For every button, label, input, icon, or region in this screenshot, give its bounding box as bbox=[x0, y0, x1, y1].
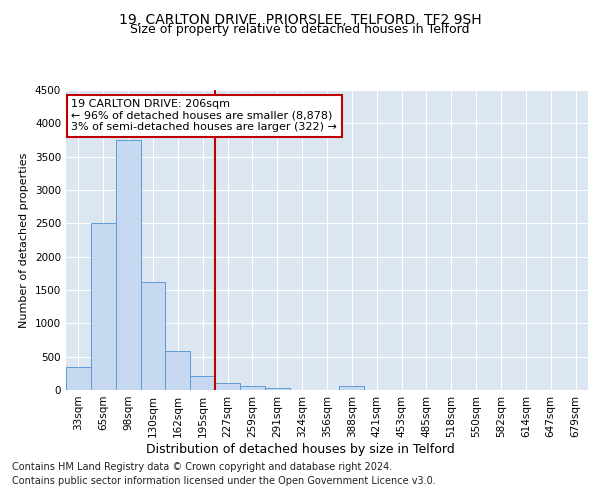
Text: Size of property relative to detached houses in Telford: Size of property relative to detached ho… bbox=[130, 24, 470, 36]
Bar bbox=[215, 382, 240, 390]
Text: Contains HM Land Registry data © Crown copyright and database right 2024.: Contains HM Land Registry data © Crown c… bbox=[12, 462, 392, 472]
Bar bbox=[166, 352, 190, 390]
Bar bbox=[91, 224, 116, 390]
Text: Distribution of detached houses by size in Telford: Distribution of detached houses by size … bbox=[146, 442, 454, 456]
Bar bbox=[340, 386, 364, 390]
Bar bbox=[140, 282, 166, 390]
Bar bbox=[240, 386, 265, 390]
Text: 19 CARLTON DRIVE: 206sqm
← 96% of detached houses are smaller (8,878)
3% of semi: 19 CARLTON DRIVE: 206sqm ← 96% of detach… bbox=[71, 99, 337, 132]
Bar bbox=[265, 388, 290, 390]
Bar bbox=[116, 140, 140, 390]
Text: 19, CARLTON DRIVE, PRIORSLEE, TELFORD, TF2 9SH: 19, CARLTON DRIVE, PRIORSLEE, TELFORD, T… bbox=[119, 12, 481, 26]
Text: Contains public sector information licensed under the Open Government Licence v3: Contains public sector information licen… bbox=[12, 476, 436, 486]
Bar bbox=[190, 376, 215, 390]
Y-axis label: Number of detached properties: Number of detached properties bbox=[19, 152, 29, 328]
Bar bbox=[66, 366, 91, 390]
